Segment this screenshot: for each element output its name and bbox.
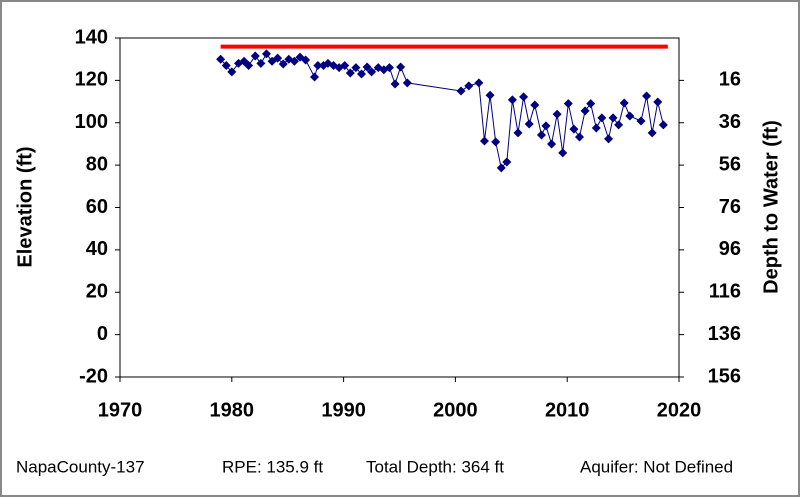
data-point xyxy=(313,61,323,71)
footer-text: RPE: 135.9 ft xyxy=(222,457,323,476)
data-point xyxy=(396,62,406,72)
data-point xyxy=(502,157,512,167)
data-point xyxy=(513,128,523,138)
data-point xyxy=(591,123,601,133)
data-point xyxy=(261,49,271,59)
data-point xyxy=(244,61,254,71)
data-point xyxy=(351,63,361,73)
data-point xyxy=(216,54,226,64)
data-point xyxy=(479,136,489,146)
data-point xyxy=(547,139,557,149)
data-point xyxy=(464,81,474,91)
data-point xyxy=(485,90,495,100)
y-tick-label: 100 xyxy=(75,111,108,133)
data-point xyxy=(552,109,562,119)
data-point xyxy=(586,99,596,109)
y-tick-label: 120 xyxy=(75,69,108,91)
x-tick-label: 2020 xyxy=(657,399,702,421)
x-tick-label: 1980 xyxy=(210,399,255,421)
data-point xyxy=(340,61,350,71)
data-point xyxy=(519,92,529,102)
y-tick-label: 0 xyxy=(97,323,108,345)
y2-tick-label: 116 xyxy=(709,281,741,303)
data-point xyxy=(496,163,506,173)
y2-axis-title: Depth to Water (ft) xyxy=(760,120,782,294)
data-point xyxy=(474,78,484,88)
data-point xyxy=(563,99,573,109)
y-tick-label: 80 xyxy=(86,153,108,175)
data-point xyxy=(608,113,618,123)
footer-text: Total Depth: 364 ft xyxy=(366,457,504,476)
data-point xyxy=(256,58,266,68)
data-point xyxy=(301,55,311,65)
data-point xyxy=(647,128,657,138)
data-point xyxy=(614,120,624,130)
data-point xyxy=(273,53,283,63)
y-tick-label: 60 xyxy=(86,196,108,218)
data-point xyxy=(653,97,663,107)
x-tick-label: 2000 xyxy=(433,399,478,421)
data-point xyxy=(507,95,517,105)
data-point xyxy=(345,68,355,78)
data-point xyxy=(574,132,584,142)
data-point xyxy=(310,72,320,82)
data-point xyxy=(580,106,590,116)
footer-text: Aquifer: Not Defined xyxy=(580,457,733,476)
data-point xyxy=(367,67,377,77)
footer-text: NapaCounty-137 xyxy=(16,457,145,476)
data-point xyxy=(536,130,546,140)
data-point xyxy=(323,58,333,68)
y-axis-title: Elevation (ft) xyxy=(14,146,36,267)
x-tick-label: 1970 xyxy=(98,399,143,421)
data-point xyxy=(604,134,614,144)
data-point xyxy=(221,61,231,71)
y2-tick-label: 16 xyxy=(719,69,741,91)
x-tick-label: 2010 xyxy=(545,399,590,421)
data-point xyxy=(278,59,288,69)
data-point xyxy=(491,137,501,147)
data-point xyxy=(619,98,629,108)
y2-tick-label: 156 xyxy=(708,365,741,387)
data-point xyxy=(597,113,607,123)
data-point xyxy=(524,119,534,129)
y-tick-label: -20 xyxy=(79,365,108,387)
y2-tick-label: 96 xyxy=(719,238,741,260)
data-point xyxy=(456,86,466,96)
y-tick-label: 140 xyxy=(75,26,108,48)
data-point xyxy=(289,56,299,66)
data-point xyxy=(658,120,668,130)
y2-tick-label: 36 xyxy=(719,111,741,133)
data-point xyxy=(356,69,366,79)
y-tick-label: 20 xyxy=(86,281,108,303)
data-point xyxy=(362,62,372,72)
data-point xyxy=(558,148,568,158)
y2-tick-label: 56 xyxy=(719,153,741,175)
data-point xyxy=(384,63,394,73)
data-point xyxy=(390,79,400,89)
y2-tick-label: 136 xyxy=(708,323,741,345)
data-point xyxy=(250,51,260,61)
data-point xyxy=(642,91,652,101)
data-point xyxy=(541,121,551,131)
data-point xyxy=(636,116,646,126)
data-point xyxy=(227,67,237,77)
y2-tick-label: 76 xyxy=(719,196,741,218)
data-point xyxy=(402,78,412,88)
data-point xyxy=(625,111,635,121)
y-tick-label: 40 xyxy=(86,238,108,260)
x-tick-label: 1990 xyxy=(321,399,366,421)
data-point xyxy=(530,100,540,110)
data-point xyxy=(569,124,579,134)
